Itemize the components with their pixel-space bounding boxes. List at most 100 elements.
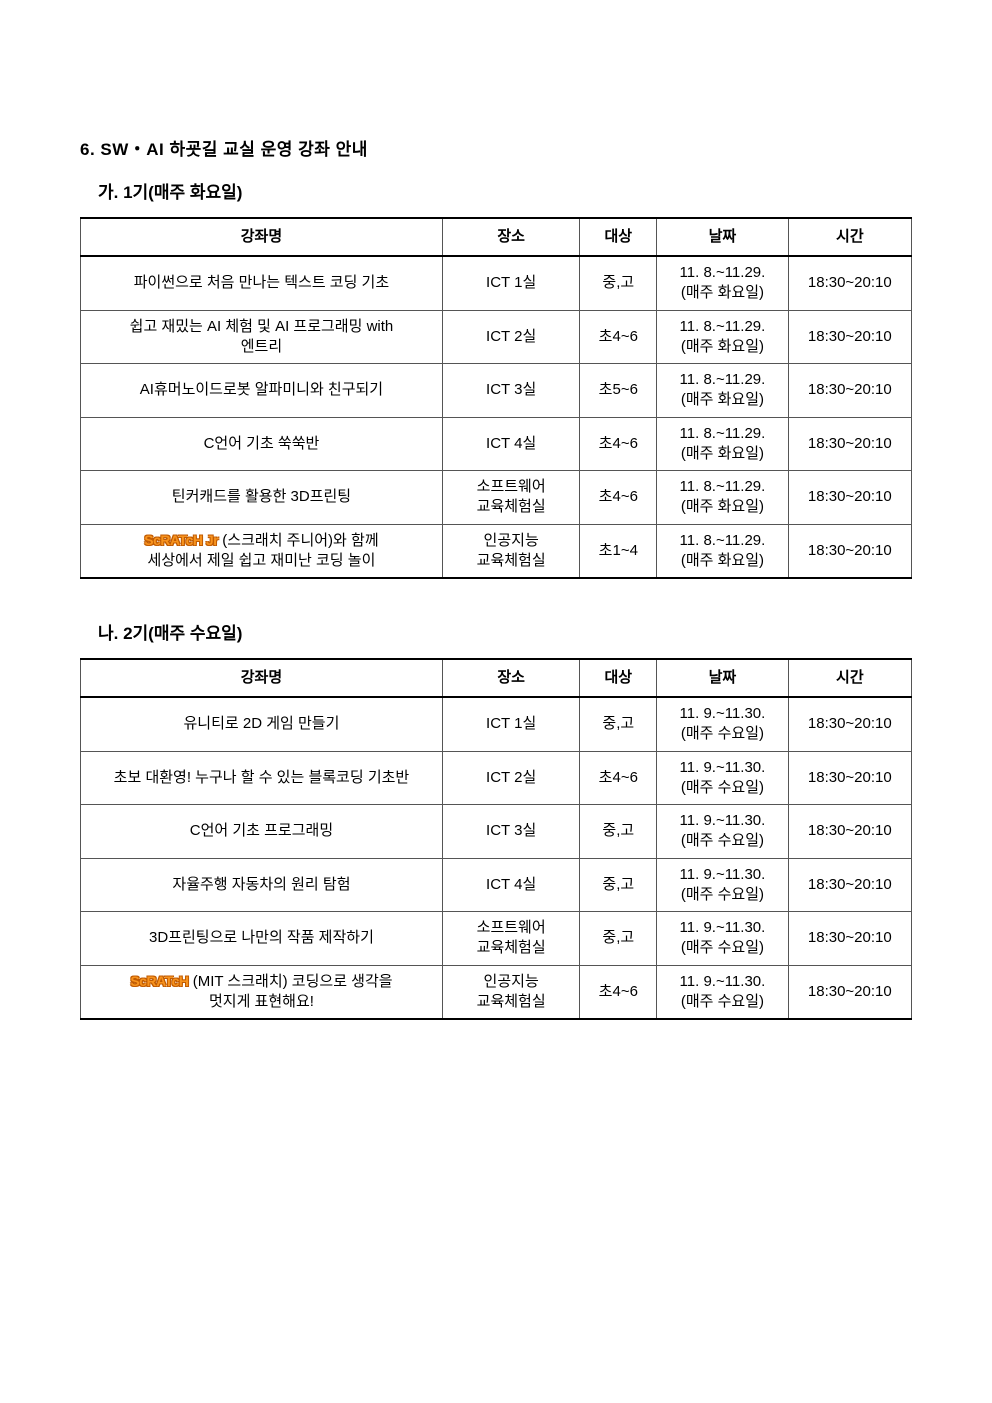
table-row: 유니티로 2D 게임 만들기ICT 1실중,고11. 9.~11.30.(매주 … [81,697,912,751]
course-text-line1: 쉽고 재밌는 AI 체험 및 AI 프로그래밍 with [89,317,434,337]
cell-place: ICT 1실 [442,697,579,751]
cell-date: 11. 8.~11.29.(매주 화요일) [657,417,788,471]
place-line2: 교육체험실 [447,938,575,958]
date-line2: (매주 화요일) [661,444,783,464]
course-text-line2: 멋지게 표현해요! [89,992,434,1012]
table-row: 쉽고 재밌는 AI 체험 및 AI 프로그래밍 with엔트리ICT 2실초4~… [81,310,912,364]
col-header-target: 대상 [580,218,657,256]
cell-target: 중,고 [580,912,657,966]
course-text-line2: 세상에서 제일 쉽고 재미난 코딩 놀이 [89,551,434,571]
date-line2: (매주 화요일) [661,337,783,357]
cell-date: 11. 8.~11.29.(매주 화요일) [657,256,788,310]
place-line2: 교육체험실 [447,497,575,517]
cell-time: 18:30~20:10 [788,912,911,966]
cell-course: 자율주행 자동차의 원리 탐험 [81,858,443,912]
table-row: C언어 기초 프로그래밍ICT 3실중,고11. 9.~11.30.(매주 수요… [81,805,912,859]
table-header-row: 강좌명 장소 대상 날짜 시간 [81,218,912,256]
place-line2: 교육체험실 [447,551,575,571]
date-line1: 11. 8.~11.29. [661,263,783,283]
date-line1: 11. 8.~11.29. [661,531,783,551]
cell-time: 18:30~20:10 [788,751,911,805]
date-line2: (매주 화요일) [661,390,783,410]
cell-date: 11. 8.~11.29.(매주 화요일) [657,310,788,364]
date-line2: (매주 수요일) [661,885,783,905]
cell-date: 11. 9.~11.30.(매주 수요일) [657,805,788,859]
scratch-logo-icon: ScRATcH Jr [144,531,218,550]
cell-target: 초4~6 [580,965,657,1019]
cell-time: 18:30~20:10 [788,256,911,310]
table-row: C언어 기초 쑥쑥반ICT 4실초4~611. 8.~11.29.(매주 화요일… [81,417,912,471]
place-line1: 인공지능 [447,531,575,551]
cell-date: 11. 9.~11.30.(매주 수요일) [657,912,788,966]
date-line1: 11. 8.~11.29. [661,370,783,390]
cell-place: ICT 4실 [442,858,579,912]
cell-date: 11. 9.~11.30.(매주 수요일) [657,697,788,751]
cell-course: AI휴머노이드로봇 알파미니와 친구되기 [81,364,443,418]
cell-place: ICT 2실 [442,751,579,805]
cell-course: 3D프린팅으로 나만의 작품 제작하기 [81,912,443,966]
course-table-b: 강좌명 장소 대상 날짜 시간 유니티로 2D 게임 만들기ICT 1실중,고1… [80,658,912,1020]
cell-target: 중,고 [580,697,657,751]
place-line2: 교육체험실 [447,992,575,1012]
table-a-wrap: 강좌명 장소 대상 날짜 시간 파이썬으로 처음 만나는 텍스트 코딩 기초IC… [80,217,912,579]
cell-place: 소프트웨어교육체험실 [442,471,579,525]
table-row: AI휴머노이드로봇 알파미니와 친구되기ICT 3실초5~611. 8.~11.… [81,364,912,418]
cell-place: ICT 3실 [442,805,579,859]
cell-time: 18:30~20:10 [788,310,911,364]
table-row: ScRATcH Jr (스크래치 주니어)와 함께세상에서 제일 쉽고 재미난 … [81,524,912,578]
cell-target: 초5~6 [580,364,657,418]
col-header-time: 시간 [788,659,911,697]
date-line1: 11. 8.~11.29. [661,317,783,337]
col-header-target: 대상 [580,659,657,697]
date-line1: 11. 9.~11.30. [661,704,783,724]
place-line1: 소프트웨어 [447,477,575,497]
cell-time: 18:30~20:10 [788,524,911,578]
date-line2: (매주 수요일) [661,831,783,851]
table-row: 3D프린팅으로 나만의 작품 제작하기소프트웨어교육체험실중,고11. 9.~1… [81,912,912,966]
cell-target: 중,고 [580,858,657,912]
date-line2: (매주 수요일) [661,778,783,798]
cell-place: ICT 3실 [442,364,579,418]
subsection-heading-b: 나. 2기(매주 수요일) [98,619,912,644]
cell-target: 초4~6 [580,417,657,471]
place-line1: 소프트웨어 [447,918,575,938]
cell-date: 11. 8.~11.29.(매주 화요일) [657,524,788,578]
date-line1: 11. 9.~11.30. [661,972,783,992]
col-header-course: 강좌명 [81,218,443,256]
cell-course: 쉽고 재밌는 AI 체험 및 AI 프로그래밍 with엔트리 [81,310,443,364]
cell-place: 인공지능교육체험실 [442,524,579,578]
cell-place: 인공지능교육체험실 [442,965,579,1019]
cell-place: ICT 1실 [442,256,579,310]
subsection-heading-a: 가. 1기(매주 화요일) [98,178,912,203]
cell-target: 초4~6 [580,310,657,364]
cell-course: 파이썬으로 처음 만나는 텍스트 코딩 기초 [81,256,443,310]
cell-date: 11. 8.~11.29.(매주 화요일) [657,471,788,525]
cell-course: C언어 기초 프로그래밍 [81,805,443,859]
cell-place: ICT 2실 [442,310,579,364]
col-header-place: 장소 [442,659,579,697]
table-row: 자율주행 자동차의 원리 탐험ICT 4실중,고11. 9.~11.30.(매주… [81,858,912,912]
cell-time: 18:30~20:10 [788,471,911,525]
course-text-line2: 엔트리 [89,337,434,357]
cell-course: ScRATcH (MIT 스크래치) 코딩으로 생각을멋지게 표현해요! [81,965,443,1019]
date-line1: 11. 8.~11.29. [661,424,783,444]
cell-time: 18:30~20:10 [788,697,911,751]
cell-time: 18:30~20:10 [788,858,911,912]
date-line2: (매주 화요일) [661,551,783,571]
cell-course: 유니티로 2D 게임 만들기 [81,697,443,751]
cell-course: C언어 기초 쑥쑥반 [81,417,443,471]
cell-course: 틴커캐드를 활용한 3D프린팅 [81,471,443,525]
course-text: (MIT 스크래치) 코딩으로 생각을 [189,973,393,990]
col-header-date: 날짜 [657,218,788,256]
table-row: 파이썬으로 처음 만나는 텍스트 코딩 기초ICT 1실중,고11. 8.~11… [81,256,912,310]
scratch-logo-icon: ScRATcH [130,972,188,991]
cell-date: 11. 9.~11.30.(매주 수요일) [657,751,788,805]
cell-target: 초1~4 [580,524,657,578]
cell-target: 중,고 [580,805,657,859]
cell-time: 18:30~20:10 [788,965,911,1019]
date-line1: 11. 9.~11.30. [661,758,783,778]
table-header-row: 강좌명 장소 대상 날짜 시간 [81,659,912,697]
cell-course: 초보 대환영! 누구나 할 수 있는 블록코딩 기초반 [81,751,443,805]
cell-time: 18:30~20:10 [788,364,911,418]
date-line2: (매주 수요일) [661,938,783,958]
